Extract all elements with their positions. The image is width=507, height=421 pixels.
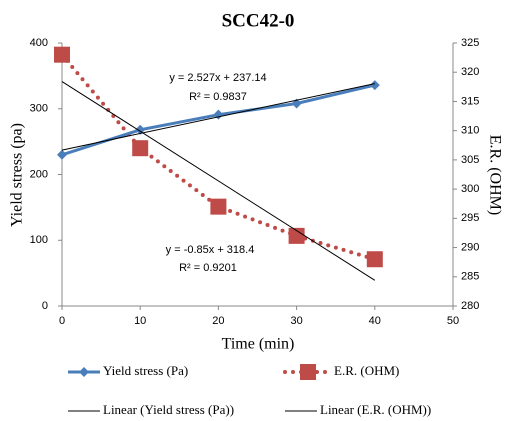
y2-tick-label: 325 bbox=[461, 37, 479, 49]
trendline-equation: y = 2.527x + 237.14 bbox=[169, 72, 266, 84]
data-point bbox=[210, 198, 227, 215]
y2-tick-label: 305 bbox=[461, 154, 479, 166]
trendline bbox=[61, 83, 375, 151]
data-point bbox=[213, 109, 224, 120]
data-point bbox=[369, 80, 380, 91]
data-point bbox=[288, 227, 305, 244]
y2-tick-label: 320 bbox=[461, 66, 479, 78]
legend-label: Yield stress (Pa) bbox=[103, 363, 188, 378]
data-point bbox=[366, 251, 383, 268]
trendline-equation: y = -0.85x + 318.4 bbox=[166, 244, 255, 256]
chart-title: SCC42-0 bbox=[222, 10, 295, 31]
x-tick-label: 30 bbox=[290, 315, 302, 327]
x-tick-label: 20 bbox=[212, 315, 224, 327]
y2-tick-label: 315 bbox=[461, 95, 479, 107]
data-point bbox=[57, 149, 67, 160]
y2-tick-label: 295 bbox=[461, 212, 479, 224]
series-line bbox=[60, 52, 377, 262]
y2-tick-label: 285 bbox=[461, 271, 479, 283]
trendline-equation: R² = 0.9201 bbox=[179, 262, 237, 274]
y-tick-label: 0 bbox=[42, 300, 48, 312]
x-tick-label: 40 bbox=[369, 315, 381, 327]
x-tick-label: 50 bbox=[447, 315, 459, 327]
x-tick-label: 10 bbox=[134, 315, 146, 327]
y2-tick-label: 290 bbox=[461, 241, 479, 253]
y2-axis-title: E.R. (OHM) bbox=[486, 135, 503, 215]
y-tick-label: 300 bbox=[30, 103, 48, 115]
y2-tick-label: 310 bbox=[461, 125, 479, 137]
legend-marker bbox=[300, 364, 316, 380]
trendline-equation: R² = 0.9837 bbox=[189, 91, 247, 103]
legend-label: Linear (E.R. (OHM)) bbox=[320, 402, 431, 417]
legend-label: E.R. (OHM) bbox=[334, 363, 399, 378]
y-axis-title: Yield stress (pa) bbox=[9, 123, 26, 227]
trendline bbox=[61, 81, 376, 281]
y2-tick-label: 300 bbox=[461, 183, 479, 195]
data-point bbox=[132, 140, 149, 157]
legend-label: Linear (Yield stress (Pa)) bbox=[103, 402, 234, 417]
y-tick-label: 400 bbox=[30, 37, 48, 49]
legend-marker bbox=[79, 367, 89, 377]
y-tick-label: 100 bbox=[30, 234, 48, 246]
y-tick-label: 200 bbox=[30, 168, 48, 180]
x-axis-title: Time (min) bbox=[222, 336, 295, 353]
y2-tick-label: 280 bbox=[461, 300, 479, 312]
data-point bbox=[54, 46, 70, 63]
x-tick-label: 0 bbox=[59, 315, 65, 327]
